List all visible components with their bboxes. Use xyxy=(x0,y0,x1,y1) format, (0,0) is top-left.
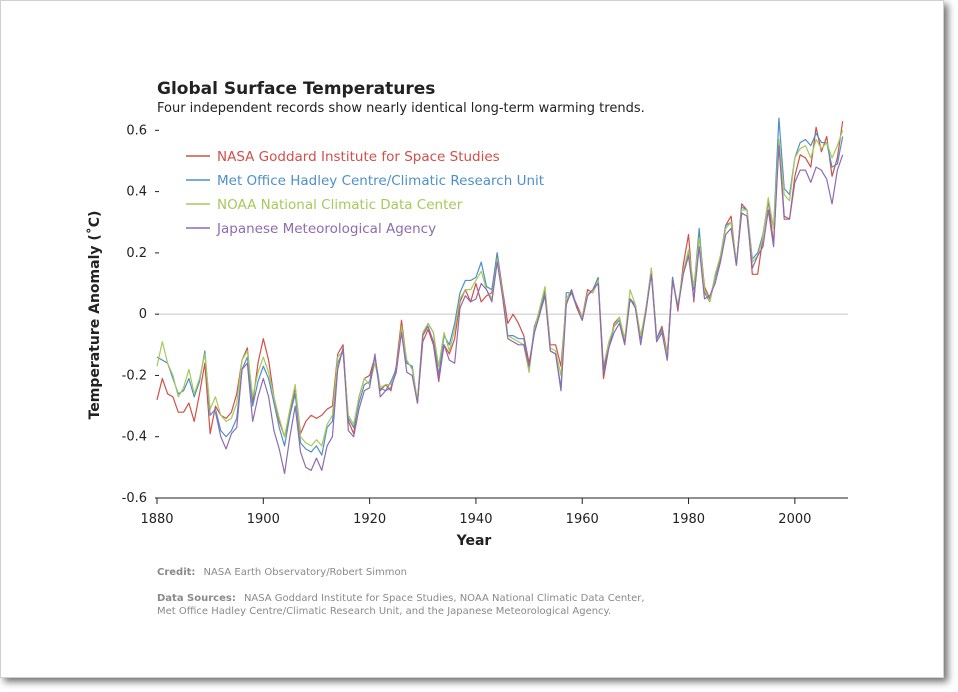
data-sources-text-2: Met Office Hadley Centre/Climatic Resear… xyxy=(157,606,611,617)
y-tick-label: 0.6 xyxy=(126,123,147,138)
data-sources-label: Data Sources: xyxy=(157,593,236,604)
y-tick-label: 0 xyxy=(139,307,147,322)
x-tick-label: 1980 xyxy=(672,512,705,527)
x-tick-label: 1940 xyxy=(459,512,492,527)
y-tick-label: 0.4 xyxy=(126,185,147,200)
y-axis-label: Temperature Anomaly (˚C) xyxy=(86,211,103,420)
credit-line: Credit: NASA Earth Observatory/Robert Si… xyxy=(157,560,407,579)
y-tick-label: -0.6 xyxy=(122,491,147,506)
legend: NASA Goddard Institute for Space Studies… xyxy=(186,149,544,237)
legend-label: NOAA National Climatic Data Center xyxy=(217,197,463,213)
x-tick-label: 1920 xyxy=(353,512,386,527)
chart-title: Global Surface Temperatures xyxy=(157,79,435,99)
x-tick-label: 1900 xyxy=(247,512,280,527)
x-tick-label: 1960 xyxy=(566,512,599,527)
x-axis-label: Year xyxy=(456,533,492,549)
series-line-2 xyxy=(156,117,844,456)
data-sources-text-1: NASA Goddard Institute for Space Studies… xyxy=(244,593,645,604)
page-frame xyxy=(0,0,944,678)
x-tick-label: 2000 xyxy=(778,512,811,527)
y-tick-label: -0.2 xyxy=(122,368,147,383)
credit-label: Credit: xyxy=(157,567,195,578)
axes: -0.6 -0.4 -0.2 0 0.2 0.4 0.6 1880 1900 1920 1940 19… xyxy=(122,123,848,527)
x-tick-label: 1880 xyxy=(140,512,173,527)
y-tick-label: -0.4 xyxy=(122,430,147,445)
legend-label: Japanese Meteorological Agency xyxy=(216,221,436,237)
legend-label: Met Office Hadley Centre/Climatic Resear… xyxy=(217,173,544,189)
series-group xyxy=(156,117,844,475)
legend-label: NASA Goddard Institute for Space Studies xyxy=(217,149,500,165)
data-sources-line-1: Data Sources: NASA Goddard Institute for… xyxy=(157,586,645,605)
credit-text: NASA Earth Observatory/Robert Simmon xyxy=(204,567,407,578)
series-line-4 xyxy=(214,145,844,475)
y-tick-label: 0.2 xyxy=(126,246,147,261)
chart-subtitle: Four independent records show nearly ide… xyxy=(157,101,645,116)
